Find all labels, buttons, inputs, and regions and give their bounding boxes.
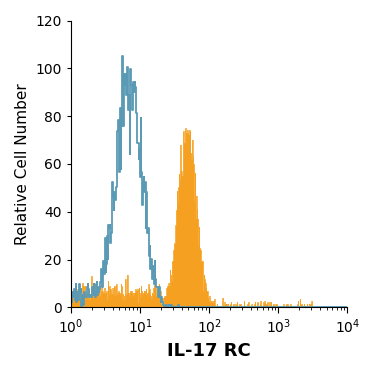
Y-axis label: Relative Cell Number: Relative Cell Number [15,83,30,245]
X-axis label: IL-17 RC: IL-17 RC [167,342,251,360]
